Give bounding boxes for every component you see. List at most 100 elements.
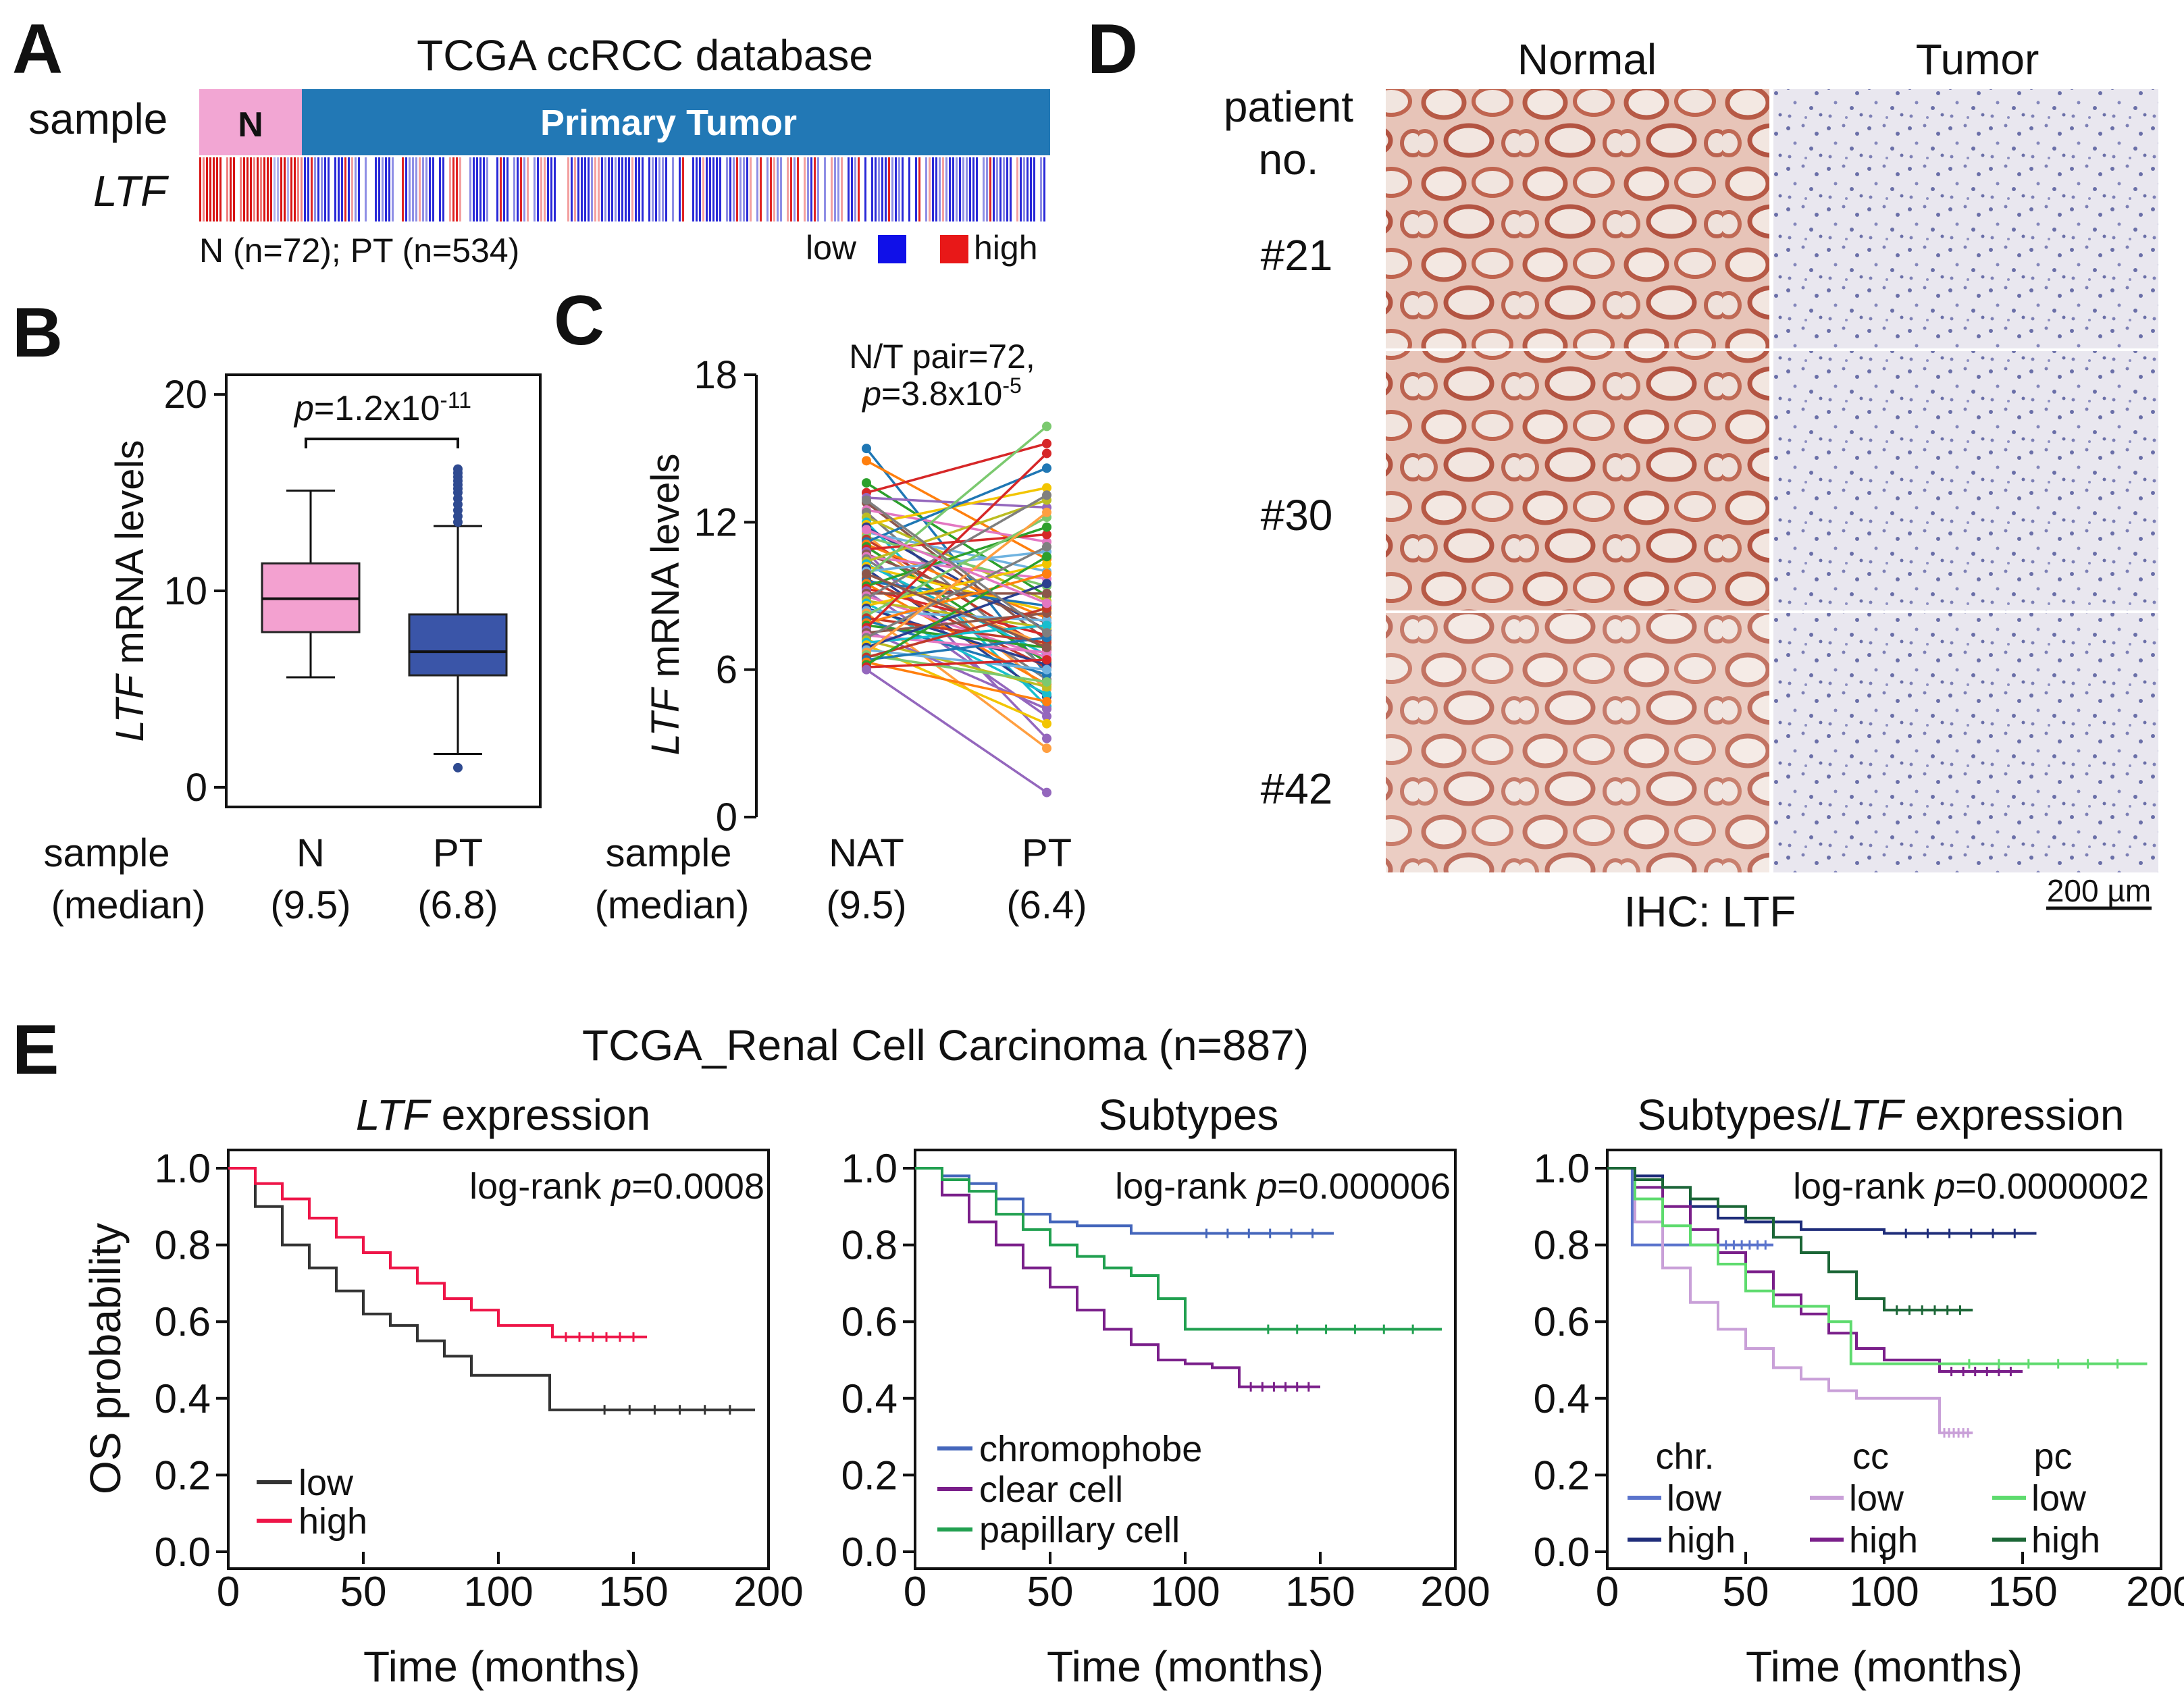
panel-c-p-exp: -5 [1002,373,1021,398]
heatmap-legend-low-swatch [878,235,906,263]
heatmap-stripe [915,157,917,221]
heatmap-stripe [263,157,265,221]
panel-c-ytick-label: 12 [694,500,737,544]
heatmap-stripe [871,157,873,221]
heatmap-stripe [635,157,637,221]
panel-label-d: D [1087,10,1138,88]
heatmap-stripe [1003,157,1005,221]
heatmap-stripe [216,157,218,221]
panel-b-cat-pt: PT [433,831,483,875]
heatmap-stripe [280,157,282,221]
heatmap-stripe [621,157,623,221]
panel-c-pair-line [866,644,1047,725]
heatmap-stripe [243,157,245,221]
heatmap-stripe [736,157,738,221]
panel-c-pair-line [866,546,1047,639]
panel-c-point-pt [1042,522,1051,532]
heatmap-stripe [1023,157,1025,221]
ihc-image-30-tumor [1773,351,2158,610]
km-curve-low [228,1167,755,1411]
km-xtick-label: 100 [1849,1569,1919,1615]
panel-c-point-pt [1042,696,1051,706]
panel-c-point-pt [1042,448,1051,459]
heatmap-stripe [999,157,1002,221]
heatmap-stripe [800,157,802,221]
heatmap-stripe [513,157,515,221]
km1-logrank: log-rank p=0.0008 [469,1166,764,1207]
panel-c-point-pt [1042,490,1051,500]
panel-b-ylabel-rest: mRNA levels [108,440,152,675]
heatmap-stripe [422,157,424,221]
panel-c-pair-line [865,511,1048,654]
heatmap-stripe [233,157,235,221]
heatmap-stripe [429,157,431,221]
panel-b-median-n: (9.5) [270,883,350,927]
heatmap-stripe [905,157,907,221]
heatmap-stripe [554,157,556,221]
heatmap-stripe [274,157,276,221]
km1-logrank-value: =0.0008 [631,1166,764,1207]
km2-legend-clear-cell: clear cell [979,1469,1123,1510]
heatmap-stripe [1013,157,1015,221]
heatmap-stripe [270,157,272,221]
panel-c-point-nat [862,478,871,488]
ihc-image-42-normal [1386,613,1769,872]
heatmap-stripe [257,157,259,221]
heatmap-stripe [510,157,512,221]
heatmap-stripe [739,157,742,221]
panel-b-box-pt [408,613,508,677]
heatmap-stripe [797,157,799,221]
heatmap-stripe [655,157,657,221]
heatmap-stripe [922,157,924,221]
heatmap-stripe [506,157,509,221]
km3-legend-group-cc: cc [1852,1436,1889,1477]
km3-legend-chr-low: low [1667,1478,1722,1519]
heatmap-stripe [888,157,890,221]
heatmap-stripe [375,157,377,221]
heatmap-legend-high-swatch [940,235,968,263]
heatmap-stripe [1010,157,1012,221]
heatmap-stripe [929,157,931,221]
heatmap-stripe [246,157,249,221]
panel-c-cat-pt: PT [1022,831,1072,875]
km3-logrank-prefix: log-rank [1793,1166,1935,1207]
heatmap-stripe [419,157,421,221]
heatmap-stripe [706,157,708,221]
km2-title: Subtypes [1099,1091,1279,1139]
km-ytick-label: 0.6 [1534,1299,1590,1344]
heatmap-stripe [625,157,627,221]
heatmap-stripe [527,157,529,221]
heatmap-stripe [895,157,897,221]
panel-c-pair-line [866,573,1047,625]
km-ytick-label: 0.4 [155,1376,211,1421]
heatmap-legend-low: low [806,229,857,267]
heatmap-stripe [770,157,772,221]
panel-label-a: A [12,10,63,88]
heatmap-stripe [986,157,988,221]
heatmap-stripe [993,157,995,221]
km1-title: LTF expression [356,1091,650,1139]
heatmap-stripe [763,157,765,221]
panel-c-pair-line [865,550,1048,739]
heatmap-stripe [534,157,536,221]
heatmap-stripe [925,157,927,221]
heatmap-stripe [976,157,978,221]
km-xtick-label: 0 [1596,1569,1619,1615]
heatmap-stripe [672,157,674,221]
panel-c-point-pt [1042,438,1051,448]
heatmap-stripe [240,157,242,221]
km2-legend-papillary: papillary cell [979,1510,1180,1550]
ihc-image-30-normal [1386,351,1769,610]
panel-c-point-pt [1042,743,1051,754]
heatmap-stripe [685,157,687,221]
heatmap-stripe [385,157,387,221]
heatmap-stripe [618,157,620,221]
heatmap-stripe [314,157,316,221]
panel-b-p-main: =1.2x10 [314,389,440,428]
km-curve-pc-high [1607,1167,1973,1312]
km-xtick-label: 100 [1150,1569,1220,1615]
heatmap-stripe [466,157,468,221]
heatmap-stripe [402,157,404,221]
km-curve-papillary-cell [915,1167,1442,1331]
